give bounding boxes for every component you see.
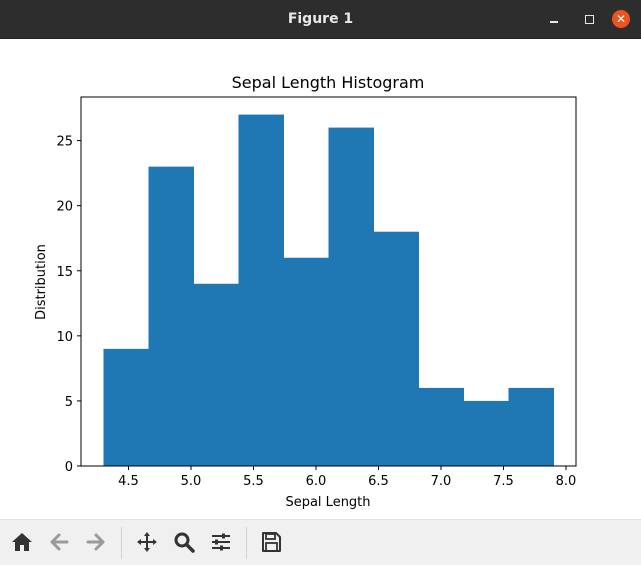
configure-subplots-icon (212, 533, 230, 551)
y-tick-label: 25 (56, 135, 73, 150)
x-tick-label: 8.0 (556, 474, 577, 489)
close-icon: ✕ (615, 12, 627, 26)
x-tick-label: 4.5 (118, 474, 139, 489)
window-title: Figure 1 (287, 11, 354, 27)
x-tick-label: 6.0 (306, 474, 327, 489)
y-axis-label: Distribution (34, 244, 49, 320)
chart-title: Sepal Length Histogram (232, 73, 425, 92)
histogram-bar (238, 114, 284, 467)
home-icon (12, 533, 32, 551)
pan-button[interactable] (134, 529, 160, 555)
histogram-bar (418, 387, 464, 466)
histogram-bar (103, 348, 149, 466)
y-tick-label: 10 (56, 330, 73, 345)
zoom-button[interactable] (171, 529, 197, 555)
histogram-bar (373, 231, 419, 466)
home-button[interactable] (9, 529, 35, 555)
minimize-icon (550, 21, 558, 23)
histogram-bar (193, 283, 239, 466)
histogram-bar (463, 400, 509, 466)
y-tick-label: 5 (65, 395, 73, 410)
toolbar-separator (246, 527, 247, 559)
y-tick-label: 20 (56, 200, 73, 215)
axes-frame (80, 96, 577, 467)
histogram-bar (508, 387, 554, 466)
back-arrow-icon (50, 533, 69, 551)
bars-group (103, 114, 554, 467)
minimize-button[interactable] (545, 10, 563, 28)
maximize-button[interactable] (580, 10, 598, 28)
back-button[interactable] (46, 529, 72, 555)
histogram-bar (328, 127, 374, 466)
figure-canvas[interactable]: 4.5 5.0 5.5 6.0 6.5 7.0 7.5 8.0 0 5 10 15 20 25 Sepa… (0, 39, 641, 520)
zoom-icon (174, 532, 195, 553)
toolbar-separator (121, 527, 122, 559)
histogram-chart: 4.5 5.0 5.5 6.0 6.5 7.0 7.5 8.0 0 5 10 15 20 25 Sepa… (34, 73, 577, 510)
x-tick-label: 5.0 (181, 474, 202, 489)
y-tick-label: 15 (56, 265, 73, 280)
forward-button[interactable] (83, 529, 109, 555)
x-tick-label: 7.0 (431, 474, 452, 489)
configure-subplots-button[interactable] (208, 529, 234, 555)
x-tick-label: 7.5 (493, 474, 514, 489)
maximize-icon (584, 15, 594, 24)
x-ticks-group: 4.5 5.0 5.5 6.0 6.5 7.0 7.5 8.0 (118, 466, 576, 489)
x-axis-label: Sepal Length (285, 495, 370, 510)
pan-icon (137, 532, 157, 552)
x-tick-label: 5.5 (243, 474, 264, 489)
y-ticks-group: 0 5 10 15 20 25 (56, 135, 81, 475)
navigation-toolbar (0, 519, 641, 565)
window-titlebar: Figure 1 ✕ (0, 0, 641, 39)
close-button[interactable]: ✕ (612, 10, 630, 28)
y-tick-label: 0 (65, 460, 73, 475)
histogram-bar (148, 166, 194, 466)
histogram-bar (283, 257, 329, 466)
save-button[interactable] (258, 529, 284, 555)
x-tick-label: 6.5 (368, 474, 389, 489)
forward-arrow-icon (86, 533, 105, 551)
save-icon (262, 532, 281, 552)
